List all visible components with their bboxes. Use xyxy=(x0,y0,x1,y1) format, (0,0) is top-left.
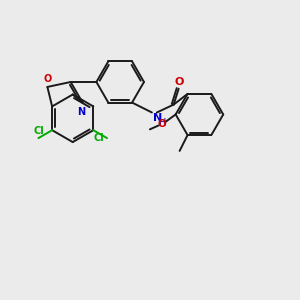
Text: H: H xyxy=(159,118,166,128)
Text: O: O xyxy=(175,77,184,87)
Text: Cl: Cl xyxy=(93,133,104,143)
Text: O: O xyxy=(43,74,52,84)
Text: N: N xyxy=(77,106,86,116)
Text: N: N xyxy=(153,113,162,124)
Text: O: O xyxy=(158,119,166,129)
Text: Cl: Cl xyxy=(33,126,44,136)
